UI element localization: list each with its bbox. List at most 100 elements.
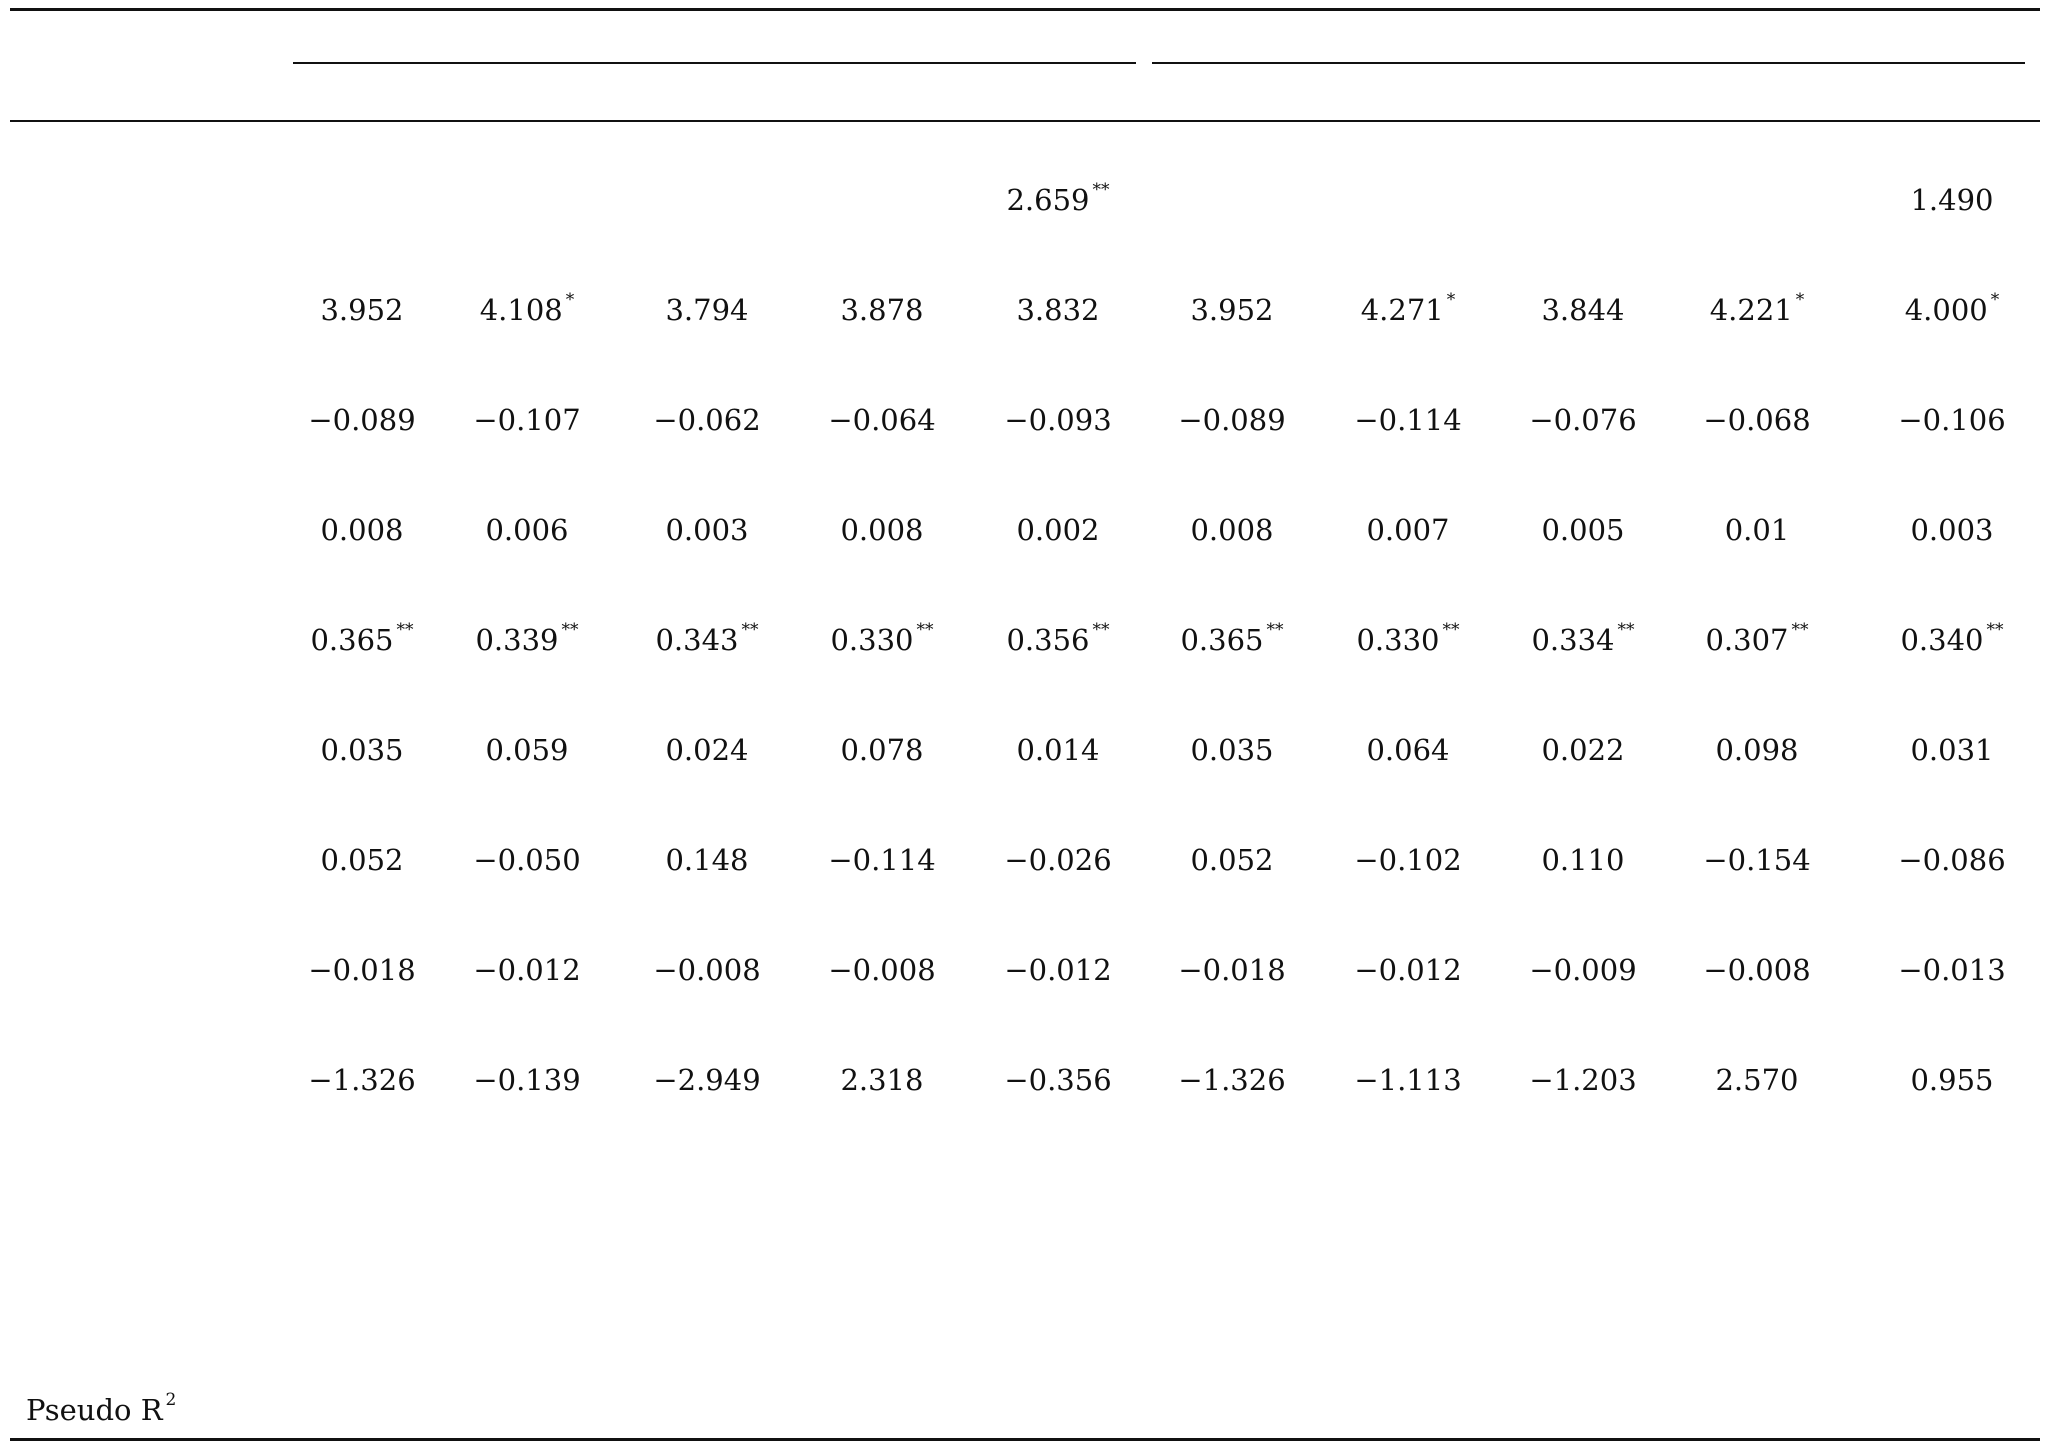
coef-cell: 0.365 ** bbox=[310, 622, 413, 657]
significance-mark: * bbox=[565, 290, 575, 310]
coef-value: −0.026 bbox=[1004, 843, 1112, 877]
coef-value: 0.365 bbox=[1180, 623, 1264, 657]
coef-value: 0.356 bbox=[1006, 623, 1090, 657]
coef-cell: 0.008 bbox=[840, 516, 923, 545]
coef-cell: 0.343 ** bbox=[655, 622, 758, 657]
coef-cell: 0.035 bbox=[1190, 736, 1273, 765]
coef-value: 0.008 bbox=[840, 513, 924, 547]
coef-value: −0.008 bbox=[1703, 953, 1811, 987]
coef-cell: −0.009 bbox=[1529, 956, 1636, 985]
coef-cell: −0.076 bbox=[1529, 406, 1636, 435]
coef-value: 2.659 bbox=[1006, 183, 1090, 217]
coef-cell: 0.006 bbox=[485, 516, 568, 545]
coef-value: −0.013 bbox=[1898, 953, 2006, 987]
coef-value: 0.008 bbox=[1190, 513, 1274, 547]
coef-value: 0.007 bbox=[1366, 513, 1450, 547]
coef-cell: 4.221 * bbox=[1710, 292, 1805, 325]
coef-value: 3.952 bbox=[320, 293, 404, 327]
coef-value: 4.108 bbox=[479, 293, 563, 327]
coef-cell: 0.01 bbox=[1725, 516, 1790, 545]
coef-value: −0.076 bbox=[1529, 403, 1637, 437]
coef-value: −0.089 bbox=[308, 403, 416, 437]
coef-cell: −0.093 bbox=[1004, 406, 1111, 435]
coef-cell: −0.068 bbox=[1703, 406, 1810, 435]
coef-cell: 0.003 bbox=[1910, 516, 1993, 545]
coef-value: −1.203 bbox=[1529, 1063, 1637, 1097]
coef-cell: 3.952 bbox=[1190, 296, 1273, 325]
coef-cell: −0.089 bbox=[1178, 406, 1285, 435]
coef-cell: 1.490 bbox=[1910, 186, 1993, 215]
coef-cell: 0.052 bbox=[320, 846, 403, 875]
coef-cell: 0.022 bbox=[1541, 736, 1624, 765]
coef-value: 0.955 bbox=[1910, 1063, 1994, 1097]
significance-mark: ** bbox=[561, 620, 579, 640]
coef-value: −0.102 bbox=[1354, 843, 1462, 877]
coef-cell: −1.326 bbox=[308, 1066, 415, 1095]
coef-cell: 0.307 ** bbox=[1705, 622, 1808, 655]
significance-mark: ** bbox=[396, 620, 414, 640]
coef-value: −0.064 bbox=[828, 403, 936, 437]
regression-table: 2.659 ** 1.490 3.952 4.108 * 3.794 3.878 3.832 3.… bbox=[10, 8, 2040, 1448]
coef-cell: 0.339 ** bbox=[475, 622, 578, 657]
coef-cell: 0.008 bbox=[320, 516, 403, 545]
coef-cell: 0.356 ** bbox=[1006, 622, 1109, 657]
coef-value: 3.844 bbox=[1541, 293, 1625, 327]
coef-value: 0.110 bbox=[1541, 843, 1625, 877]
coef-cell: −0.062 bbox=[653, 406, 760, 435]
coef-cell: 4.000 * bbox=[1905, 292, 2000, 325]
coef-value: 2.318 bbox=[840, 1063, 924, 1097]
coef-value: −0.018 bbox=[308, 953, 416, 987]
significance-mark: * bbox=[1795, 290, 1805, 310]
coef-value: 0.035 bbox=[320, 733, 404, 767]
coef-cell: −0.139 bbox=[473, 1066, 580, 1095]
coef-cell: 0.110 bbox=[1541, 846, 1624, 875]
coef-value: 0.059 bbox=[485, 733, 569, 767]
coef-cell: 2.318 bbox=[840, 1066, 923, 1095]
coef-value: −2.949 bbox=[653, 1063, 761, 1097]
coef-cell: 0.024 bbox=[665, 736, 748, 765]
coef-value: 0.052 bbox=[320, 843, 404, 877]
coef-cell: −0.012 bbox=[1354, 956, 1461, 985]
coef-cell: 0.059 bbox=[485, 736, 568, 765]
coef-value: 0.035 bbox=[1190, 733, 1274, 767]
coef-cell: −0.050 bbox=[473, 846, 580, 875]
coef-cell: −0.114 bbox=[1354, 406, 1461, 435]
coef-cell: −0.102 bbox=[1354, 846, 1461, 875]
coef-cell: −0.008 bbox=[828, 956, 935, 985]
significance-mark: ** bbox=[1986, 620, 2004, 640]
coef-value: 0.339 bbox=[475, 623, 559, 657]
coef-cell: 3.844 bbox=[1541, 296, 1624, 325]
coef-value: −0.106 bbox=[1898, 403, 2006, 437]
coef-value: 0.003 bbox=[665, 513, 749, 547]
coef-cell: −0.106 bbox=[1898, 406, 2005, 435]
coef-cell: 0.005 bbox=[1541, 516, 1624, 545]
coef-value: −0.012 bbox=[1354, 953, 1462, 987]
coef-value: 0.024 bbox=[665, 733, 749, 767]
coef-cell: −0.012 bbox=[473, 956, 580, 985]
coef-cell: −0.064 bbox=[828, 406, 935, 435]
coef-value: 0.078 bbox=[840, 733, 924, 767]
coef-value: −0.018 bbox=[1178, 953, 1286, 987]
coef-value: −0.009 bbox=[1529, 953, 1637, 987]
coef-value: −0.356 bbox=[1004, 1063, 1112, 1097]
coef-value: −0.012 bbox=[1004, 953, 1112, 987]
coef-value: 0.334 bbox=[1531, 623, 1615, 657]
coef-cell: 3.794 bbox=[665, 296, 748, 325]
coef-value: 0.031 bbox=[1910, 733, 1994, 767]
coef-cell: 2.659 ** bbox=[1006, 182, 1109, 217]
coef-value: 0.014 bbox=[1016, 733, 1100, 767]
coef-cell: −0.018 bbox=[1178, 956, 1285, 985]
coef-value: −0.114 bbox=[828, 843, 936, 877]
coef-value: 0.365 bbox=[310, 623, 394, 657]
r2-label-text: Pseudo R bbox=[26, 1393, 163, 1427]
coef-cell: −0.089 bbox=[308, 406, 415, 435]
significance-mark: ** bbox=[1442, 620, 1460, 640]
coef-cell: −0.086 bbox=[1898, 846, 2005, 875]
coef-value: −0.008 bbox=[653, 953, 761, 987]
coef-cell: 4.271 * bbox=[1361, 292, 1456, 325]
significance-mark: ** bbox=[741, 620, 759, 640]
coef-value: 3.794 bbox=[665, 293, 749, 327]
coef-value: 0.343 bbox=[655, 623, 739, 657]
coef-value: −0.008 bbox=[828, 953, 936, 987]
coef-value: −1.326 bbox=[308, 1063, 416, 1097]
